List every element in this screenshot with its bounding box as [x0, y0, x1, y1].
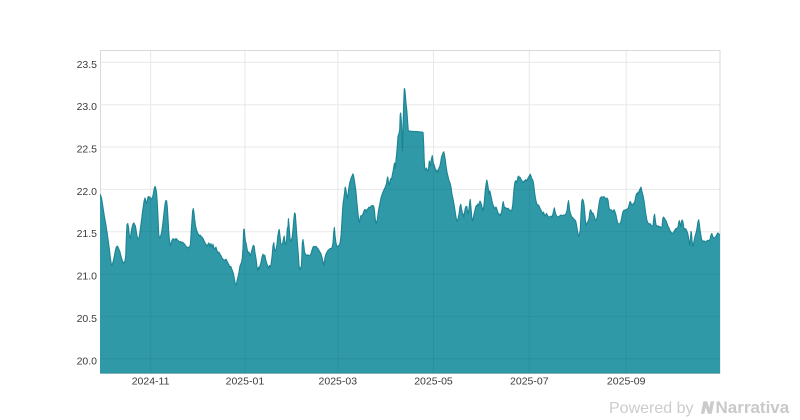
svg-text:2025-03: 2025-03 — [319, 376, 358, 388]
svg-text:21.0: 21.0 — [77, 271, 98, 283]
svg-text:20.0: 20.0 — [77, 355, 98, 367]
svg-text:2024-11: 2024-11 — [132, 376, 170, 388]
svg-text:Narrativa: Narrativa — [716, 398, 790, 417]
svg-text:20.5: 20.5 — [77, 313, 98, 325]
svg-text:23.5: 23.5 — [77, 59, 98, 71]
svg-text:2025-01: 2025-01 — [226, 376, 265, 388]
svg-text:22.0: 22.0 — [77, 186, 98, 198]
svg-text:22.5: 22.5 — [77, 144, 98, 156]
svg-text:N: N — [702, 400, 714, 417]
svg-text:Powered by: Powered by — [609, 400, 694, 417]
svg-text:2025-07: 2025-07 — [510, 376, 549, 388]
svg-text:21.5: 21.5 — [77, 228, 98, 240]
svg-text:2025-05: 2025-05 — [414, 376, 453, 388]
svg-text:23.0: 23.0 — [77, 101, 98, 113]
svg-text:2025-09: 2025-09 — [607, 376, 646, 388]
